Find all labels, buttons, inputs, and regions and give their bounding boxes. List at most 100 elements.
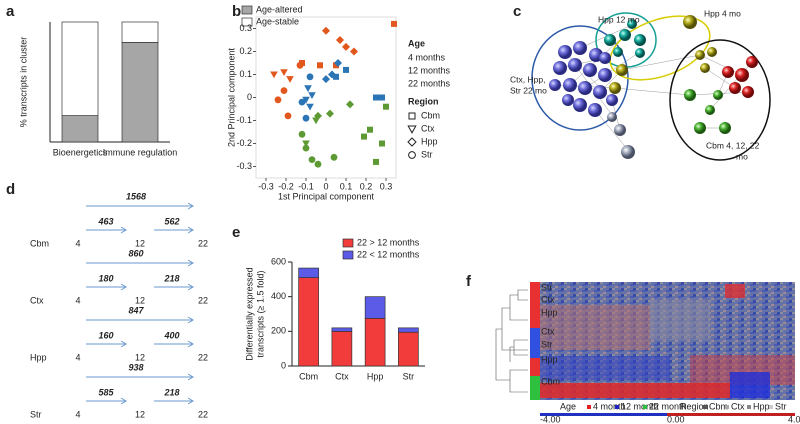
network-label: Ctx, Hpp, <box>510 74 545 84</box>
y-tick-label: 600 <box>271 256 286 266</box>
strip <box>530 328 540 358</box>
age-label: 12 <box>135 238 145 248</box>
y-tick-label: 0 <box>281 360 286 370</box>
age-label: 22 <box>198 409 208 419</box>
legend-swatch <box>725 405 729 409</box>
x-axis-label: 1st Principal component <box>278 191 375 201</box>
legend-swatch <box>342 250 354 260</box>
arrow-head <box>187 226 194 234</box>
panel-label: f <box>466 273 472 290</box>
legend-title: Region <box>408 96 439 106</box>
legend-swatch <box>769 405 773 409</box>
age-label: 22 <box>198 238 208 248</box>
arrow-head <box>120 226 127 234</box>
legend-swatch <box>615 405 619 409</box>
legend-swatch <box>587 405 591 409</box>
point <box>284 112 292 120</box>
transition-count: 463 <box>97 216 113 226</box>
legend-label: 4 months <box>408 52 446 62</box>
point <box>302 96 310 104</box>
bar <box>61 115 99 143</box>
strip <box>530 358 540 376</box>
point <box>302 140 310 148</box>
network-label: Hpp 4 mo <box>704 8 741 18</box>
x-tick-label: 0.1 <box>340 181 353 191</box>
y-tick-label: 0 <box>247 92 252 102</box>
x-tick-label: -0.1 <box>298 181 314 191</box>
point <box>298 98 306 106</box>
x-tick-label: Cbm <box>299 371 318 381</box>
point <box>304 85 312 93</box>
point <box>408 151 416 159</box>
bar <box>364 317 386 367</box>
legend-swatch <box>342 238 354 248</box>
y-tick-label: -0.2 <box>236 138 252 148</box>
region-label: Str <box>30 409 42 419</box>
point <box>326 109 334 118</box>
x-tick-label: Bioenergetics <box>53 147 108 157</box>
x-tick-label: 0.2 <box>360 181 373 191</box>
point <box>302 114 310 122</box>
point <box>274 96 282 104</box>
point <box>373 158 379 165</box>
point <box>407 137 417 147</box>
y-tick-label: 0.2 <box>239 46 252 56</box>
legend-label: 22 month <box>649 401 687 411</box>
point <box>343 66 349 73</box>
dendrogram <box>495 289 528 393</box>
point <box>280 69 288 76</box>
arrow-head <box>187 283 194 291</box>
bar <box>121 21 159 43</box>
age-label: 4 <box>75 295 80 305</box>
transition-count: 562 <box>164 216 179 226</box>
legend-label: Ctx <box>731 401 745 411</box>
panel-label: c <box>513 3 521 20</box>
row-label: Str <box>541 282 553 292</box>
point <box>280 87 288 94</box>
y-axis-label: 2nd Principal component <box>226 47 236 147</box>
legend-label: Str <box>775 401 787 411</box>
legend-label: 12 months <box>408 65 451 75</box>
x-tick-label: Immune regulation <box>103 147 178 157</box>
point <box>373 94 379 101</box>
network: Hpp 12 mo Hpp 4 mo Ctx, Hpp, Str 22 mo C… <box>510 8 771 161</box>
point <box>306 103 314 111</box>
heatmap-cells <box>730 372 770 398</box>
point <box>314 160 322 168</box>
heatmap-cells <box>540 305 650 350</box>
row-label: Hpp <box>541 307 558 317</box>
scale-label: -4.00 <box>540 414 561 424</box>
x-tick-label: 0 <box>323 181 328 191</box>
heatmap <box>495 282 795 416</box>
x-tick-label: Ctx <box>335 371 349 381</box>
legend-swatch <box>241 5 253 15</box>
row-label: Hpp <box>541 354 558 364</box>
network-label: Cbm 4, 12, 22 <box>706 140 760 150</box>
region-label: Ctx <box>30 295 44 305</box>
legend-label: Ctx <box>421 123 435 133</box>
point <box>361 133 367 140</box>
legend-label: 4 month <box>593 401 626 411</box>
row-label: Ctx <box>541 326 555 336</box>
point <box>383 103 389 110</box>
strip <box>530 282 540 328</box>
age-label: 4 <box>75 352 80 362</box>
arrow-head <box>187 202 194 210</box>
age-label: 22 <box>198 352 208 362</box>
legend-label: Cbm <box>421 110 440 120</box>
nodes-hpp4 <box>609 15 717 94</box>
network-label: mo <box>736 151 748 161</box>
x-tick-label: Str <box>403 371 415 381</box>
bar <box>298 267 319 278</box>
panel-label: b <box>232 3 241 20</box>
arrow-head <box>120 340 127 348</box>
y-tick-label: 0.1 <box>239 69 252 79</box>
legend-label: 12 month <box>621 401 659 411</box>
bar <box>364 296 386 319</box>
legend-title: Age <box>408 38 425 48</box>
legend-label: Age-altered <box>256 4 303 14</box>
scale-label: 4.00 <box>788 414 800 424</box>
point <box>308 92 316 99</box>
